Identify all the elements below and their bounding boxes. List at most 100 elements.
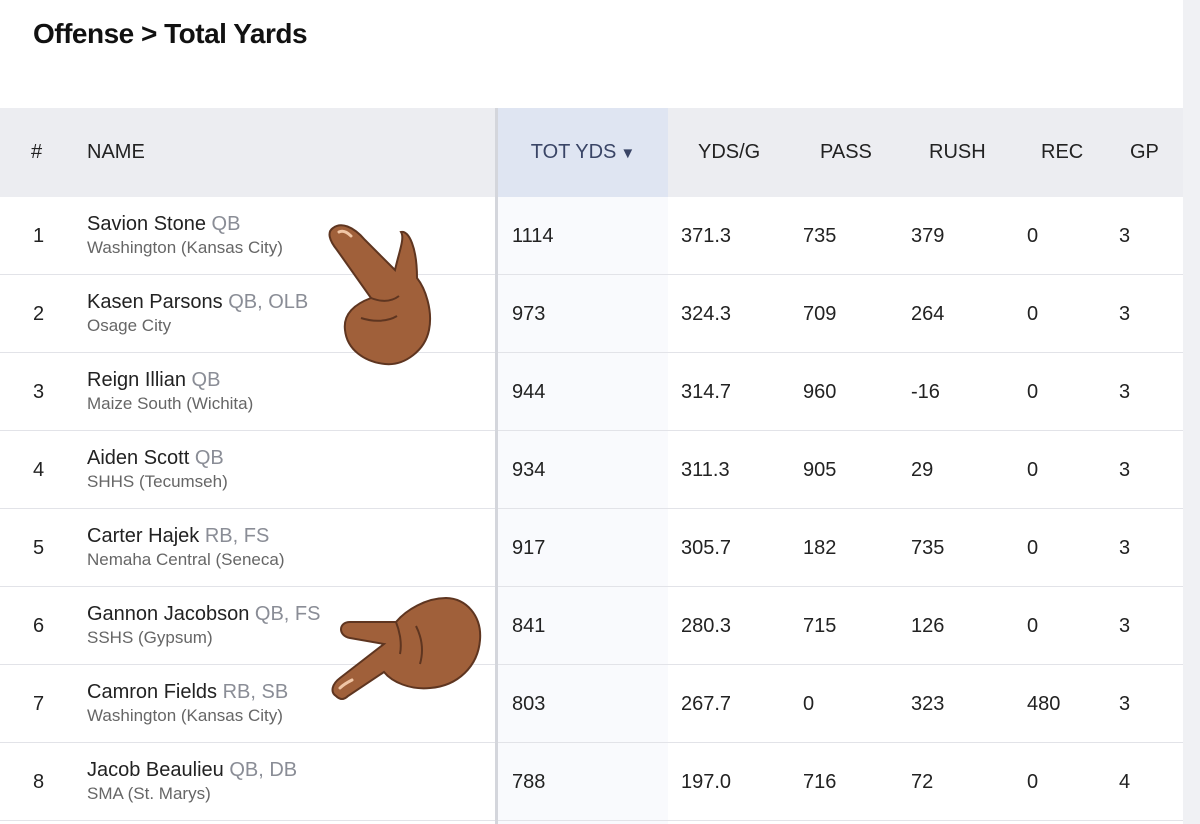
table-row[interactable]: 1 1114 371.3 735 379 0 3 Savion Stone QB Washing… — [0, 197, 1183, 275]
pass-cell: 716 — [803, 771, 837, 793]
player-info: Gannon Jacobson QB, FS SSHS (Gypsum) — [87, 601, 320, 649]
pass-cell: 735 — [803, 225, 837, 247]
player-name[interactable]: Camron Fields — [87, 681, 218, 703]
table-header: # NAME TOT YDS ▼ YDS/G PASS RUSH REC GP — [0, 108, 1183, 197]
col-header-gp[interactable]: GP — [1130, 141, 1159, 163]
player-name-line: Camron Fields RB, SB — [87, 679, 288, 705]
player-school: Washington (Kansas City) — [87, 706, 283, 725]
rush-cell: 323 — [911, 693, 945, 715]
tot-yds-cell: 841 — [512, 615, 546, 637]
player-name[interactable]: Savion Stone — [87, 213, 206, 235]
yds-per-game-cell: 314.7 — [681, 381, 732, 403]
gp-cell: 3 — [1119, 693, 1131, 715]
pass-cell: 709 — [803, 303, 837, 325]
player-info: Kasen Parsons QB, OLB Osage City — [87, 289, 308, 337]
player-name-line: Kasen Parsons QB, OLB — [87, 289, 308, 315]
player-name-line: Gannon Jacobson QB, FS — [87, 601, 320, 627]
table-row[interactable]: 6 841 280.3 715 126 0 3 Gannon Jacobson QB, FS S… — [0, 587, 1183, 665]
table-row[interactable]: 8 788 197.0 716 72 0 4 Jacob Beaulieu QB, DB SMA… — [0, 743, 1183, 821]
player-name-line: Carter Hajek RB, FS — [87, 523, 284, 549]
col-header-pass[interactable]: PASS — [820, 141, 872, 163]
table-row[interactable]: 2 973 324.3 709 264 0 3 Kasen Parsons QB, OLB Os… — [0, 275, 1183, 353]
rush-cell: 72 — [911, 771, 934, 793]
player-school: Osage City — [87, 316, 172, 335]
player-positions: QB — [191, 369, 221, 391]
gp-cell: 3 — [1119, 225, 1131, 247]
rec-cell: 0 — [1027, 303, 1039, 325]
player-name[interactable]: Reign Illian — [87, 369, 186, 391]
gp-cell: 3 — [1119, 303, 1131, 325]
rank-cell: 2 — [33, 303, 45, 325]
tot-yds-cell: 1114 — [512, 225, 554, 247]
rec-cell: 0 — [1027, 537, 1039, 559]
rank-cell: 7 — [33, 693, 45, 715]
rank-cell: 3 — [33, 381, 45, 403]
rec-cell: 0 — [1027, 615, 1039, 637]
player-name[interactable]: Carter Hajek — [87, 525, 200, 547]
pass-cell: 715 — [803, 615, 837, 637]
gp-cell: 3 — [1119, 615, 1131, 637]
table-row[interactable]: 5 917 305.7 182 735 0 3 Carter Hajek RB, FS Nema… — [0, 509, 1183, 587]
player-name-line: Jacob Beaulieu QB, DB — [87, 757, 297, 783]
player-positions: RB, SB — [222, 681, 289, 703]
col-header-rank[interactable]: # — [31, 141, 43, 163]
gp-cell: 3 — [1119, 459, 1131, 481]
table-row[interactable]: 3 944 314.7 960 -16 0 3 Reign Illian QB Maize So… — [0, 353, 1183, 431]
yds-per-game-cell: 311.3 — [681, 459, 730, 481]
player-positions: QB, OLB — [228, 291, 309, 313]
tot-yds-cell: 803 — [512, 693, 546, 715]
yds-per-game-cell: 280.3 — [681, 615, 732, 637]
gp-cell: 3 — [1119, 537, 1131, 559]
player-school: SSHS (Gypsum) — [87, 628, 213, 647]
player-info: Jacob Beaulieu QB, DB SMA (St. Marys) — [87, 757, 297, 805]
rec-cell: 0 — [1027, 381, 1039, 403]
rec-cell: 0 — [1027, 771, 1039, 793]
player-info: Savion Stone QB Washington (Kansas City) — [87, 211, 283, 259]
rec-cell: 480 — [1027, 693, 1061, 715]
player-positions: QB, FS — [254, 603, 321, 625]
player-school: Washington (Kansas City) — [87, 238, 283, 257]
tot-yds-cell: 934 — [512, 459, 546, 481]
player-school: SMA (St. Marys) — [87, 784, 211, 803]
tot-yds-cell: 944 — [512, 381, 546, 403]
pass-cell: 905 — [803, 459, 837, 481]
player-name[interactable]: Kasen Parsons — [87, 291, 223, 313]
rush-cell: 126 — [911, 615, 945, 637]
rank-cell: 8 — [33, 771, 45, 793]
rush-cell: 379 — [911, 225, 945, 247]
table-row[interactable]: 4 934 311.3 905 29 0 3 Aiden Scott QB SHHS (Tecu… — [0, 431, 1183, 509]
col-header-yds-per-game[interactable]: YDS/G — [698, 141, 761, 163]
tot-yds-cell: 788 — [512, 771, 546, 793]
col-header-tot-yds[interactable]: TOT YDS ▼ — [498, 108, 668, 197]
rank-cell: 6 — [33, 615, 45, 637]
player-info: Camron Fields RB, SB Washington (Kansas C… — [87, 679, 288, 727]
column-divider — [495, 108, 498, 824]
player-school: Nemaha Central (Seneca) — [87, 550, 285, 569]
rec-cell: 0 — [1027, 459, 1039, 481]
player-info: Reign Illian QB Maize South (Wichita) — [87, 367, 253, 415]
player-positions: QB — [194, 447, 224, 469]
pass-cell: 960 — [803, 381, 837, 403]
player-name[interactable]: Jacob Beaulieu — [87, 759, 224, 781]
sorted-column-highlight — [498, 197, 668, 824]
table-row[interactable]: 7 803 267.7 0 323 480 3 Camron Fields RB, SB Was… — [0, 665, 1183, 743]
rank-cell: 1 — [33, 225, 45, 247]
player-name-line: Savion Stone QB — [87, 211, 283, 237]
table-body: 1 1114 371.3 735 379 0 3 Savion Stone QB Washing… — [0, 197, 1183, 821]
rush-cell: 264 — [911, 303, 945, 325]
player-name[interactable]: Gannon Jacobson — [87, 603, 250, 625]
player-name-line: Aiden Scott QB — [87, 445, 228, 471]
rush-cell: 29 — [911, 459, 934, 481]
rush-cell: -16 — [911, 381, 940, 403]
page-title: Offense > Total Yards — [33, 18, 308, 49]
col-header-name[interactable]: NAME — [87, 141, 145, 163]
player-name[interactable]: Aiden Scott — [87, 447, 190, 469]
col-header-rush[interactable]: RUSH — [929, 141, 986, 163]
col-header-rec[interactable]: REC — [1041, 141, 1084, 163]
col-header-tot-yds-label: TOT YDS — [530, 141, 617, 163]
pass-cell: 182 — [803, 537, 837, 559]
player-positions: QB — [211, 213, 241, 235]
sort-desc-icon: ▼ — [620, 145, 636, 162]
yds-per-game-cell: 197.0 — [681, 771, 732, 793]
